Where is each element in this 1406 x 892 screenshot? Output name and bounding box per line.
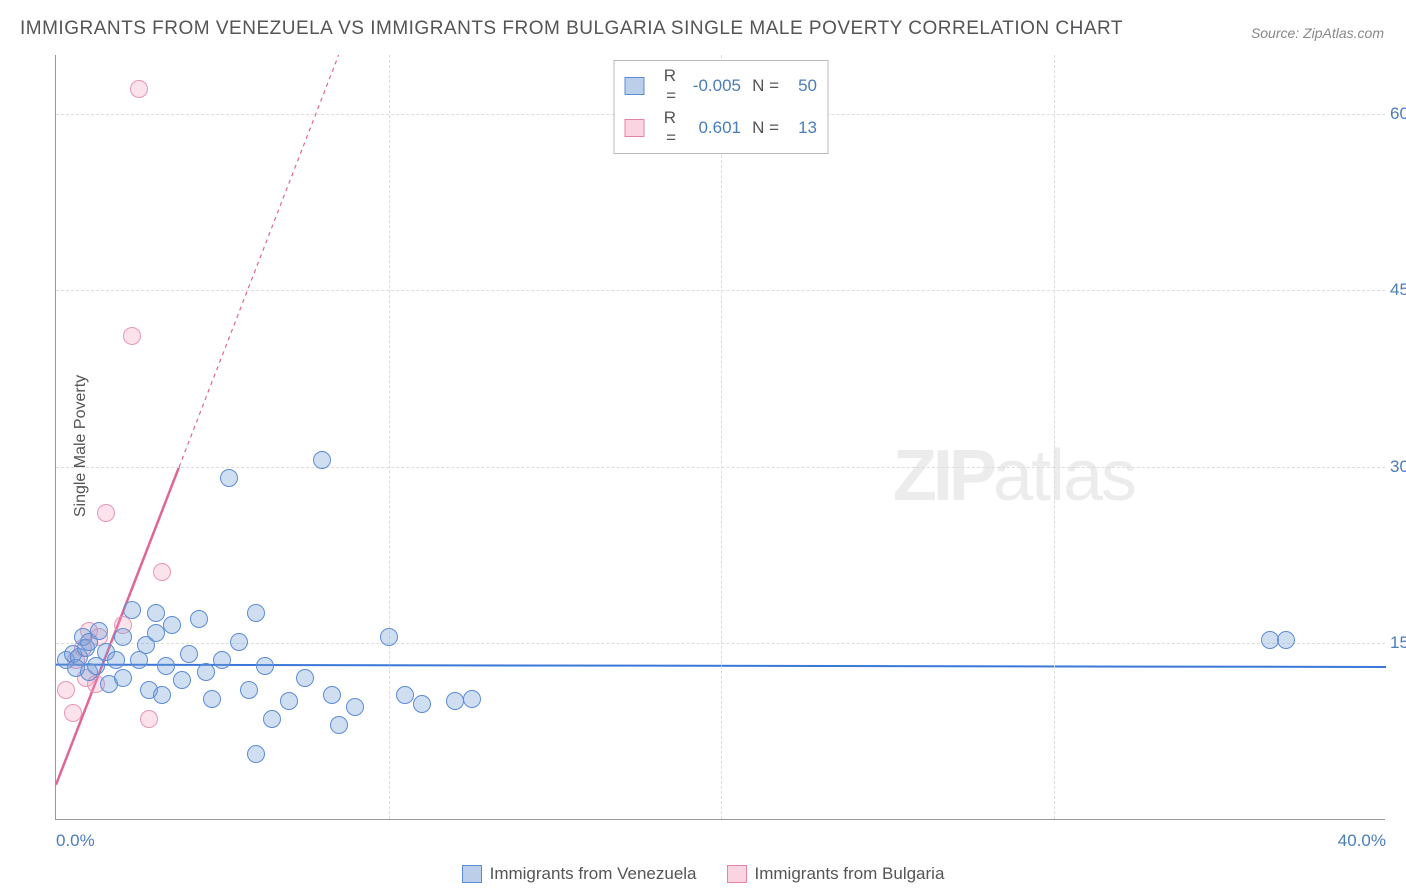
data-point <box>220 469 238 487</box>
swatch-icon <box>727 865 747 883</box>
data-point <box>463 690 481 708</box>
gridline-v <box>721 55 722 819</box>
xtick-label: 40.0% <box>1338 831 1386 851</box>
data-point <box>1261 631 1279 649</box>
legend-label: Immigrants from Bulgaria <box>755 864 945 884</box>
watermark: ZIPatlas <box>893 435 1135 517</box>
data-point <box>153 563 171 581</box>
data-point <box>330 716 348 734</box>
ytick-label: 60.0% <box>1390 104 1406 124</box>
data-point <box>130 80 148 98</box>
ytick-label: 15.0% <box>1390 633 1406 653</box>
data-point <box>163 616 181 634</box>
legend-label: Immigrants from Venezuela <box>490 864 697 884</box>
data-point <box>190 610 208 628</box>
data-point <box>446 692 464 710</box>
series-legend: Immigrants from Venezuela Immigrants fro… <box>0 864 1406 884</box>
data-point <box>247 745 265 763</box>
data-point <box>396 686 414 704</box>
n-value: 13 <box>789 118 817 138</box>
data-point <box>1277 631 1295 649</box>
gridline-v <box>1054 55 1055 819</box>
data-point <box>140 710 158 728</box>
legend-row-bulgaria: R = 0.601 N = 13 <box>624 107 817 149</box>
data-point <box>153 686 171 704</box>
data-point <box>230 633 248 651</box>
legend-item-bulgaria: Immigrants from Bulgaria <box>727 864 945 884</box>
source-attribution: Source: ZipAtlas.com <box>1251 25 1384 41</box>
data-point <box>157 657 175 675</box>
correlation-legend: R = -0.005 N = 50 R = 0.601 N = 13 <box>613 60 828 154</box>
n-value: 50 <box>789 76 817 96</box>
r-label: R = <box>654 108 676 148</box>
data-point <box>147 624 165 642</box>
data-point <box>247 604 265 622</box>
data-point <box>57 681 75 699</box>
swatch-icon <box>624 119 644 137</box>
data-point <box>413 695 431 713</box>
data-point <box>240 681 258 699</box>
legend-item-venezuela: Immigrants from Venezuela <box>462 864 697 884</box>
xtick-label: 0.0% <box>56 831 95 851</box>
data-point <box>173 671 191 689</box>
data-point <box>280 692 298 710</box>
r-value: -0.005 <box>686 76 741 96</box>
r-value: 0.601 <box>686 118 741 138</box>
r-label: R = <box>654 66 676 106</box>
swatch-icon <box>462 865 482 883</box>
data-point <box>263 710 281 728</box>
data-point <box>123 327 141 345</box>
chart-title: IMMIGRANTS FROM VENEZUELA VS IMMIGRANTS … <box>20 18 1123 40</box>
data-point <box>256 657 274 675</box>
data-point <box>213 651 231 669</box>
swatch-icon <box>624 77 644 95</box>
data-point <box>380 628 398 646</box>
gridline-v <box>389 55 390 819</box>
legend-row-venezuela: R = -0.005 N = 50 <box>624 65 817 107</box>
data-point <box>90 622 108 640</box>
data-point <box>203 690 221 708</box>
n-label: N = <box>751 118 779 138</box>
n-label: N = <box>751 76 779 96</box>
data-point <box>107 651 125 669</box>
ytick-label: 30.0% <box>1390 457 1406 477</box>
data-point <box>114 669 132 687</box>
data-point <box>323 686 341 704</box>
data-point <box>197 663 215 681</box>
data-point <box>147 604 165 622</box>
data-point <box>313 451 331 469</box>
plot-area: R = -0.005 N = 50 R = 0.601 N = 13 ZIPat… <box>55 55 1385 820</box>
data-point <box>346 698 364 716</box>
data-point <box>123 601 141 619</box>
data-point <box>296 669 314 687</box>
data-point <box>97 504 115 522</box>
data-point <box>180 645 198 663</box>
ytick-label: 45.0% <box>1390 280 1406 300</box>
data-point <box>114 628 132 646</box>
data-point <box>64 704 82 722</box>
